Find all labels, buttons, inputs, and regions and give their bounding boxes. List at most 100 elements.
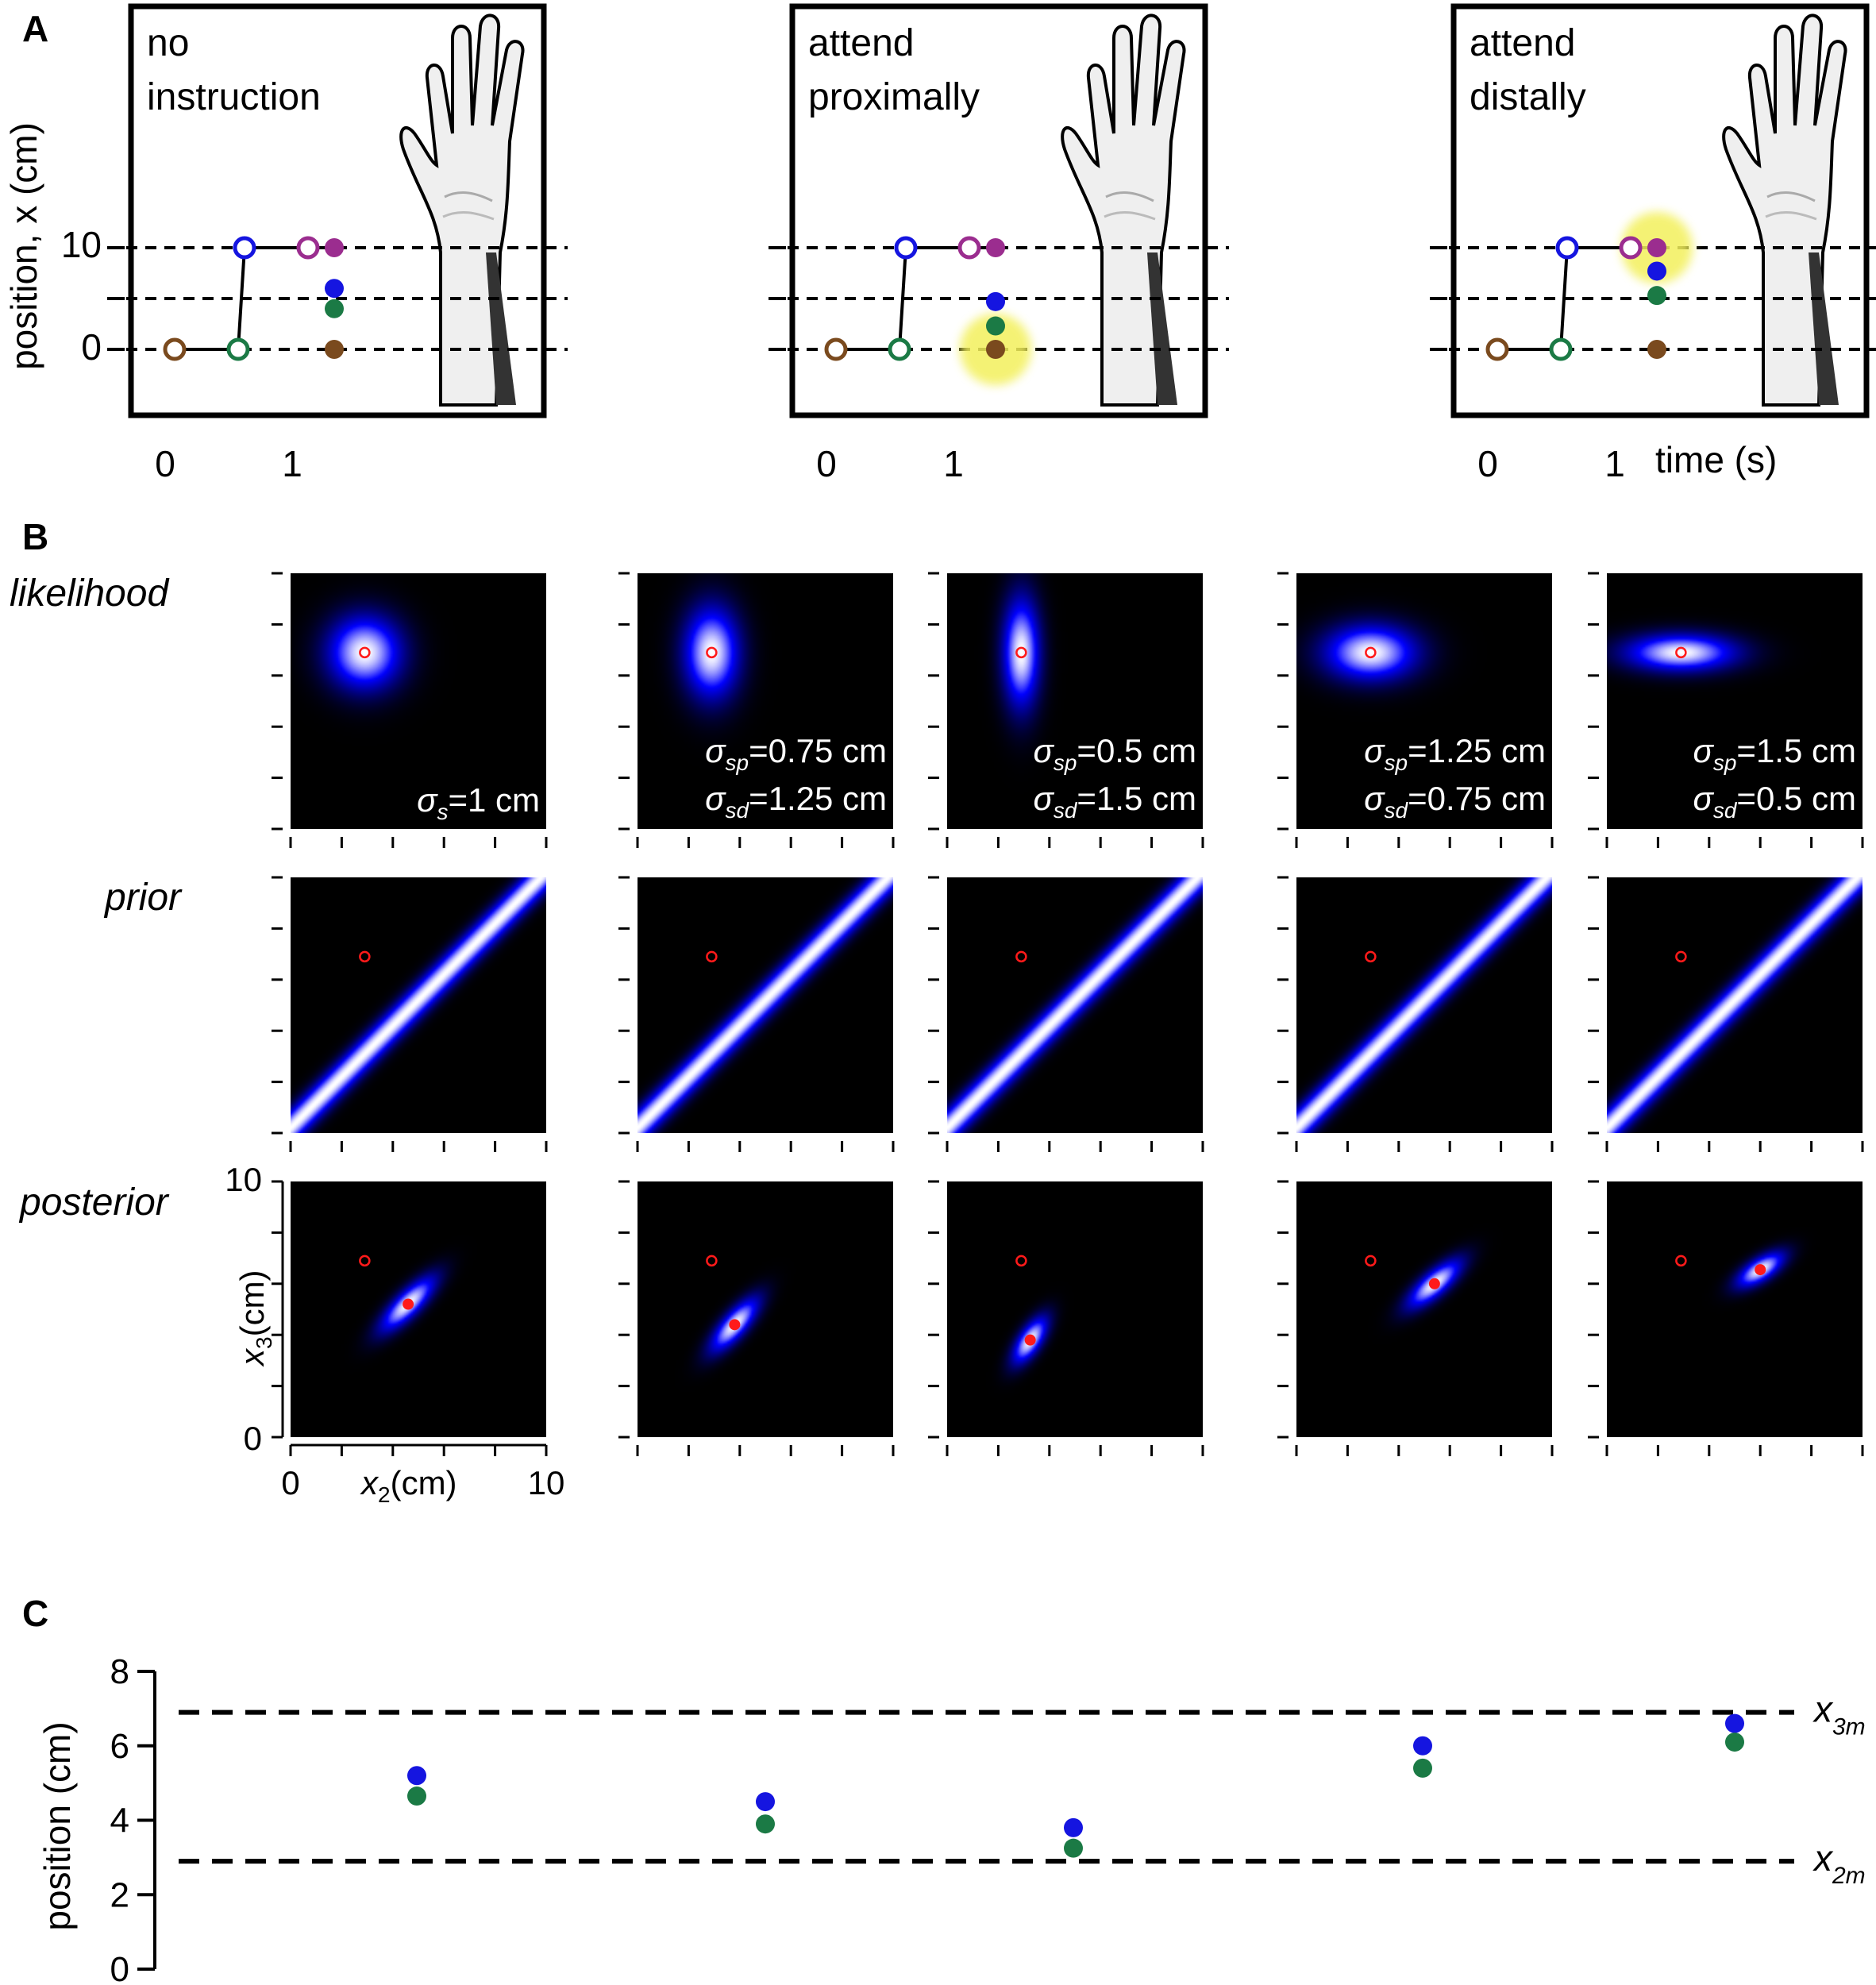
measured-point-marker [706,646,718,659]
sigma-symbol: σ [1364,780,1385,817]
posterior-axes: 10 0 0 10 x2(cm) x3(cm) [225,1161,564,1507]
stimulus-marker [226,337,250,361]
likelihood-heatmap-cell [272,572,548,848]
reference-subscript: 2m [1832,1863,1866,1889]
perceived-position-blue-dot [1647,261,1666,281]
perceived-position-green-dot [1647,286,1666,306]
panel-a-ytick-0: 0 [81,326,102,368]
prior-heatmap-cell [272,876,548,1152]
data-point-green [1725,1733,1744,1752]
sigma-subscript: sp [1384,750,1408,775]
measured-point-marker [706,950,718,963]
sigma-value: =1.25 cm [1408,732,1546,769]
heatmap-image [1607,877,1863,1133]
heatmap-image [1296,877,1552,1133]
sigma-subscript: sp [725,750,749,775]
forearm-shadow [1147,252,1177,405]
row-label-prior: prior [103,877,183,919]
perceived-position-green-dot [986,316,1005,336]
likelihood-heatmap-cell [928,572,1204,848]
panel-a-title-line1: no [147,22,189,64]
data-point-blue [1725,1713,1744,1733]
posterior-heatmap-cell [1588,1180,1864,1456]
wrist-crease [444,191,493,202]
panel-a-no-instruction: no instruction 0 1 [107,3,568,484]
sigma-symbol: σ [705,732,726,769]
sigma-subscript: sd [1384,798,1408,823]
measured-point-marker [1015,950,1027,963]
stimulus-marker [1549,337,1573,361]
wrist-crease [1105,191,1154,202]
perceived-position-green-dot [325,299,344,318]
heatmap-image [947,573,1203,829]
sigma-label: σsd=0.75 cm [1364,780,1546,823]
panel-a-xtick: 1 [1604,443,1625,484]
heatmap-image [638,877,893,1133]
sigma-symbol: σ [1034,780,1055,817]
heatmap-image [1607,573,1863,829]
hand-illustration [399,13,525,407]
posterior-heatmap-cell [1277,1180,1554,1456]
likelihood-heatmap-cell [1588,572,1864,848]
sigma-symbol: σ [1364,732,1385,769]
posterior-heatmap-cell [272,1180,548,1456]
panel-a-x-axis-label: time (s) [1655,439,1777,480]
heatmap-image [291,877,546,1133]
panel-a-title-line2: instruction [147,76,321,118]
panel-a-y-axis-label: position, x (cm) [3,122,44,370]
posterior-ytick-10: 10 [225,1161,262,1198]
stimulus-trace [1497,246,1631,351]
heatmap-image [1607,1181,1863,1437]
sigma-subscript: sd [1054,798,1078,823]
data-point-green [1064,1838,1083,1858]
stimulus-marker [957,236,981,260]
perceived-position-blue-dot [325,279,344,299]
sigma-symbol: σ [705,780,726,817]
heatmap-image [1296,573,1552,829]
measured-point-marker [359,1255,371,1267]
heatmap-image [1296,1181,1552,1437]
sigma-symbol: σ [1034,732,1055,769]
measured-point-marker [1365,950,1377,963]
sigma-subscript: s [437,800,448,824]
stimulus-marker [1485,337,1509,361]
y-tick-label: 4 [110,1802,129,1840]
likelihood-heatmap-cell [618,572,895,848]
sigma-label: σsp=0.5 cm [1034,732,1196,775]
forearm-shadow [1809,252,1839,405]
heatmap-image [947,1181,1203,1437]
stimulus-marker [888,337,911,361]
panel-a-title-line1: attend [808,22,914,64]
perceived-position-blue-dot [986,291,1005,311]
panel-a-xtick: 1 [943,443,964,484]
stimulus-marker [1619,236,1643,260]
sigma-value: =0.5 cm [1077,732,1196,769]
sigma-subscript: sd [1713,798,1738,823]
heatmap-image [291,1181,546,1437]
measured-point-marker [359,646,371,659]
prior-heatmap-cell [1588,876,1864,1152]
prior-heatmap-cell [1277,876,1554,1152]
posterior-peak-marker [1755,1264,1766,1276]
sigma-label: σsp=0.75 cm [705,732,887,775]
perceived-position-brown-dot [986,340,1005,359]
prior-heatmap-cell [928,876,1204,1152]
panel-a-label: A [22,8,48,49]
posterior-peak-marker [403,1298,414,1310]
sigma-label: σsd=0.5 cm [1693,780,1856,823]
hand-illustration [1722,13,1847,407]
heatmap-image [947,877,1203,1133]
sigma-value: =1.5 cm [1736,732,1856,769]
measured-point-marker [706,1255,718,1267]
sigma-value: =1.25 cm [749,780,887,817]
stimulus-marker [296,236,320,260]
data-point-blue [407,1766,426,1786]
reference-line-label: x3m [1812,1689,1866,1740]
heatmap-image [638,573,893,829]
sigma-label: σsp=1.25 cm [1364,732,1546,775]
panel-a-attend-distally: attend distally 0 1 [1430,3,1876,484]
reference-line-label: x2m [1812,1837,1866,1889]
panel-c-label: C [22,1593,48,1634]
